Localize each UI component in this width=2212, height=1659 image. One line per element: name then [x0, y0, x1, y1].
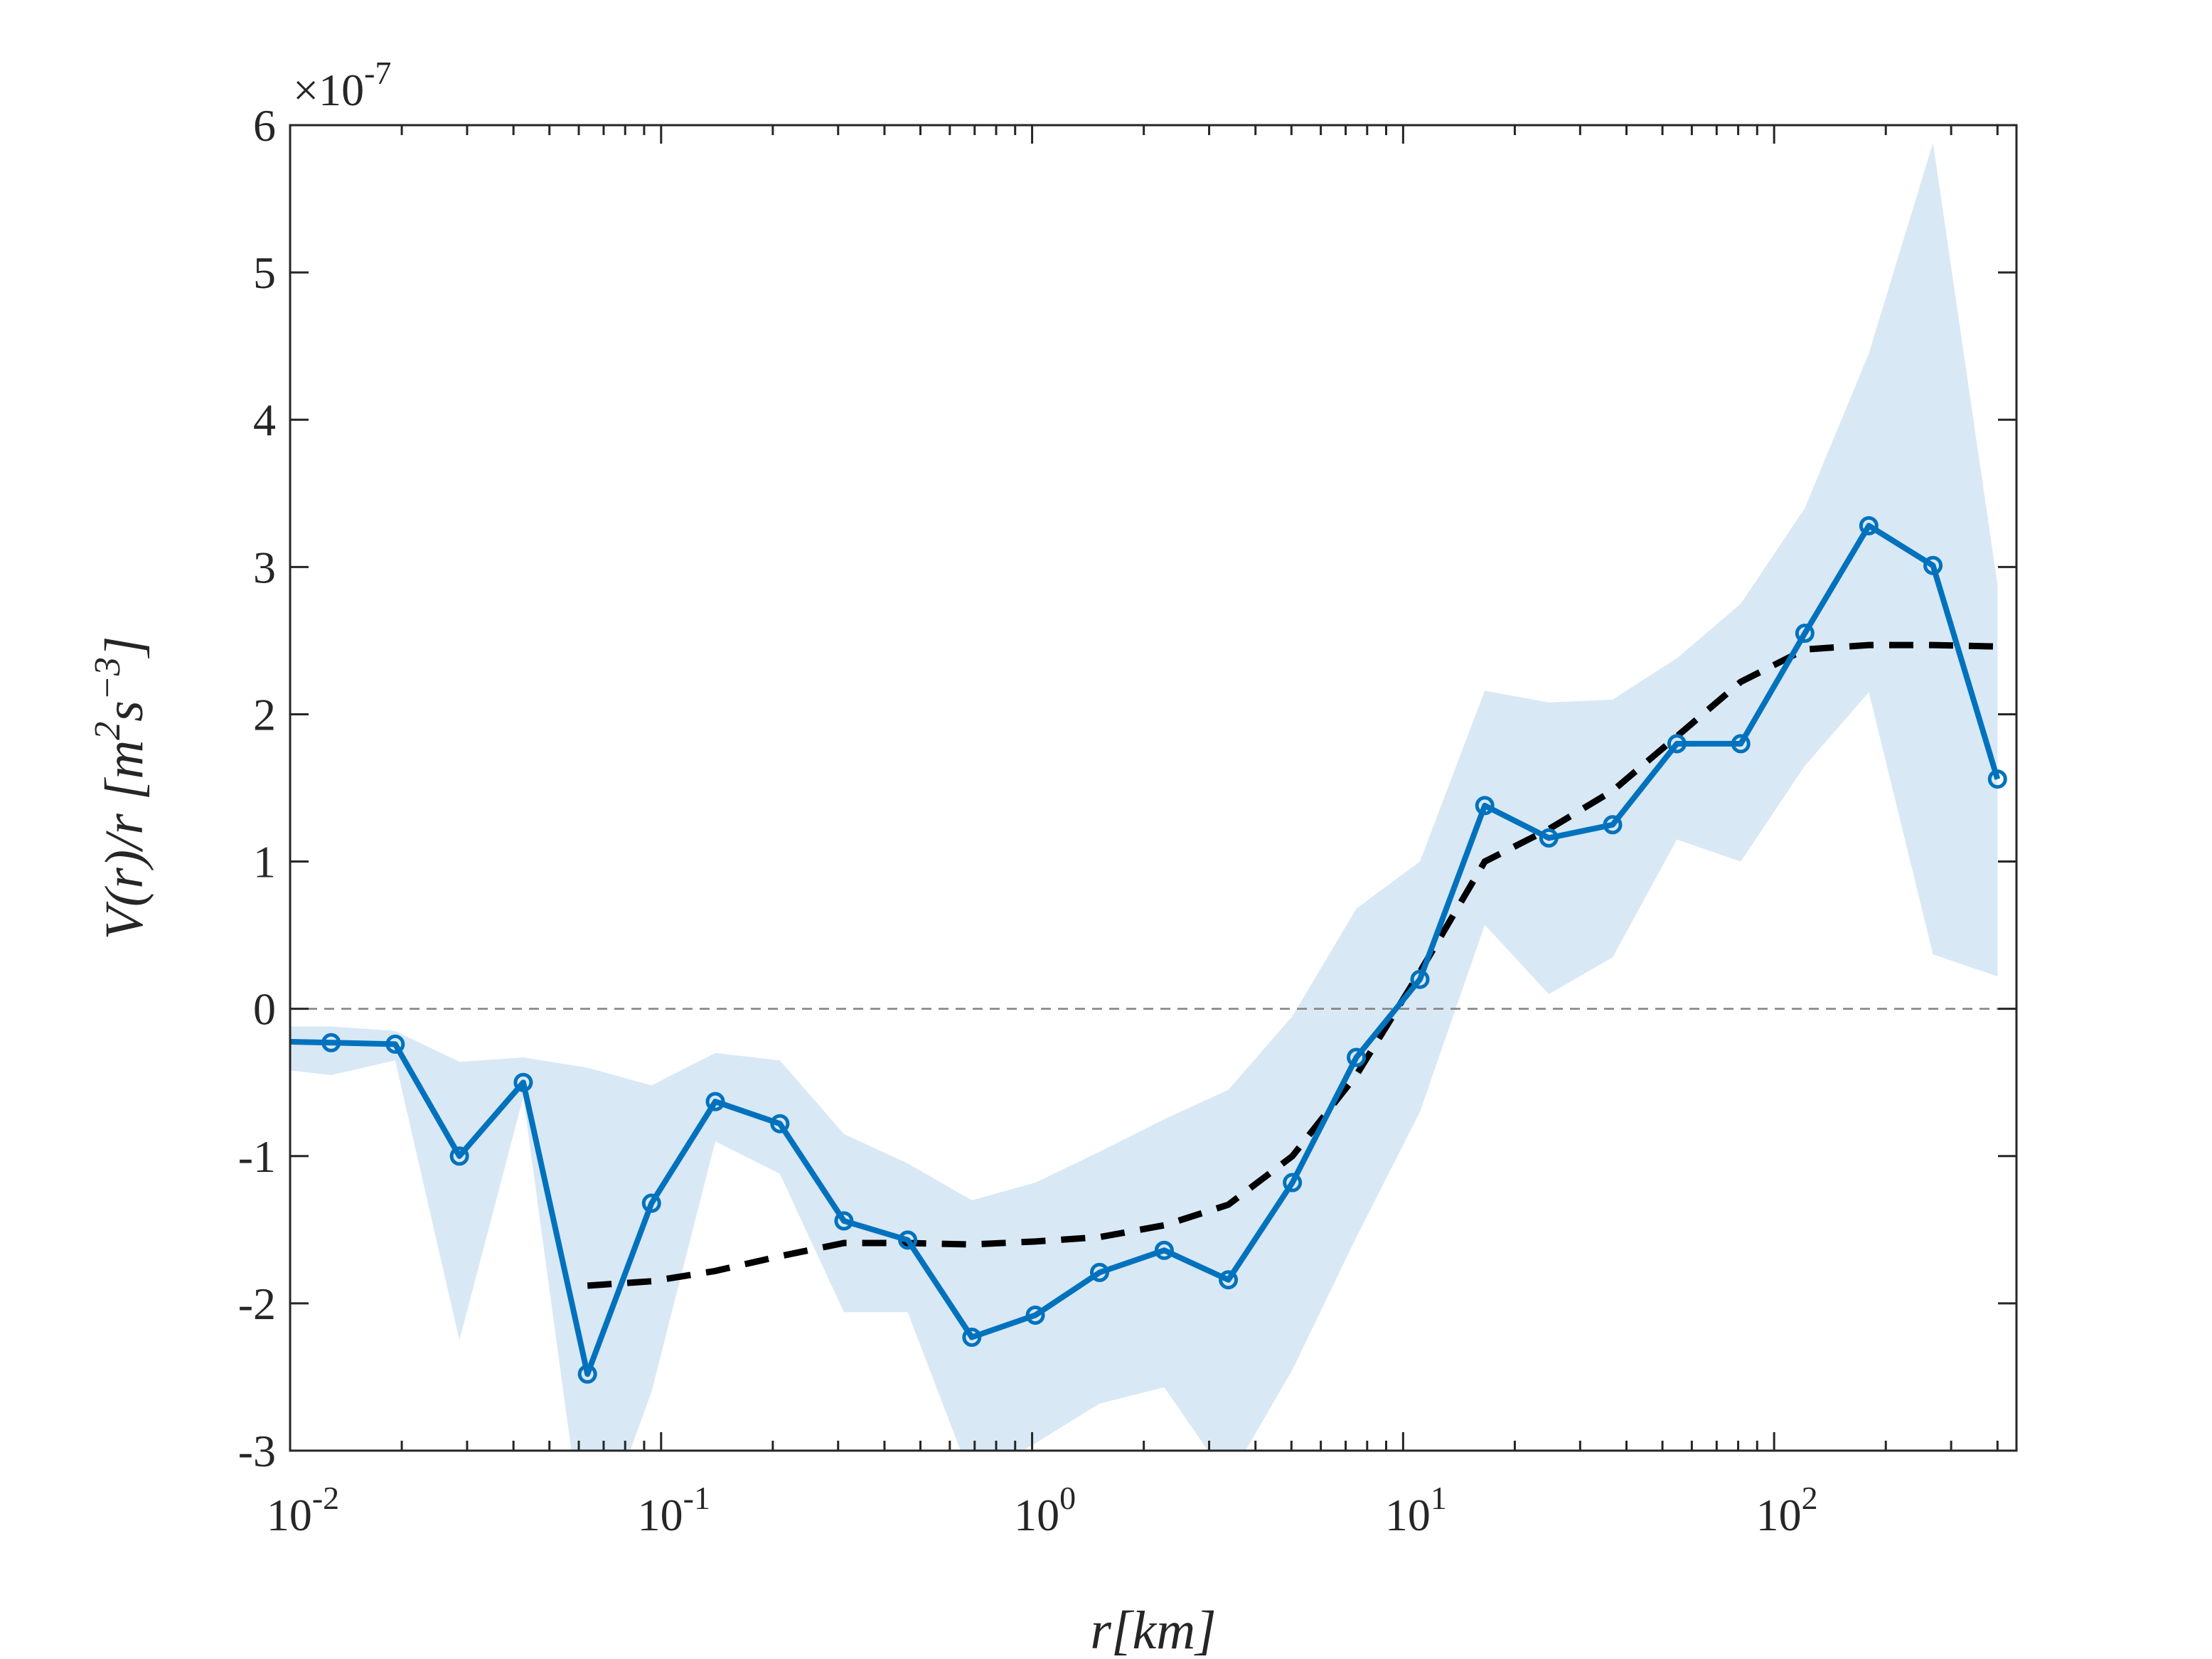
plot-frame	[289, 124, 2018, 1452]
y-tick-label: 0	[253, 984, 276, 1035]
x-tick-labels: 10-2 10-1 100 101 102	[267, 1480, 1818, 1540]
x-tick-label: 102	[1756, 1480, 1818, 1540]
data-point-marker	[1154, 1240, 1174, 1260]
data-point-marker	[513, 1072, 533, 1092]
data-point-marker	[770, 1114, 790, 1133]
data-point-marker	[1667, 734, 1687, 754]
data-point-marker	[1731, 734, 1751, 754]
data-point-marker	[1603, 815, 1623, 835]
data-point-marker	[1410, 969, 1430, 989]
data-point-marker	[1025, 1305, 1045, 1325]
plot-area	[258, 142, 2016, 1451]
y-tick-labels: -3 -2 -1 0 1 2 3 4 5 6	[238, 100, 276, 1476]
data-point-marker	[449, 1146, 469, 1166]
data-point-marker	[1347, 1047, 1367, 1067]
y-exponent-power: -7	[364, 55, 391, 91]
data-point-marker	[1089, 1262, 1109, 1282]
data-point-marker	[1219, 1270, 1239, 1290]
x-tick-label: 101	[1385, 1480, 1447, 1540]
x-axis-variable: r	[1090, 1601, 1111, 1659]
x-axis-unit: [km]	[1111, 1601, 1217, 1659]
data-point-marker	[1795, 624, 1815, 644]
y-axis-label-sup2: −3	[87, 657, 128, 700]
data-point-marker	[1923, 555, 1943, 575]
y-tick-label: 6	[253, 100, 276, 151]
data-point-marker	[385, 1034, 405, 1054]
y-exponent-label: ×10-7	[293, 55, 391, 115]
data-point-marker	[705, 1092, 725, 1111]
y-tick-label: 4	[253, 395, 276, 445]
data-point-marker	[898, 1230, 918, 1250]
y-tick-label: 2	[253, 689, 276, 740]
data-point-marker	[962, 1328, 982, 1348]
data-point-marker	[1859, 516, 1879, 535]
y-tick-label: 1	[253, 837, 276, 887]
y-tick-label: -2	[238, 1279, 276, 1329]
data-point-marker	[321, 1033, 341, 1052]
x-tick-label: 10-2	[267, 1480, 339, 1540]
data-point-marker	[1539, 828, 1559, 848]
y-axis-label-sup1: 2	[87, 722, 128, 740]
data-point-marker	[577, 1364, 597, 1384]
data-point-marker	[641, 1193, 661, 1213]
y-axis-label-suffix: ]	[95, 636, 154, 658]
data-markers	[258, 516, 2007, 1384]
y-tick-label: -3	[238, 1426, 276, 1476]
y-tick-label: 3	[253, 542, 276, 592]
data-series-line	[290, 523, 2001, 1377]
y-exponent-base: ×10	[293, 65, 364, 115]
y-axis-label: V(r)/r [m2s−3]	[87, 636, 154, 939]
data-point-marker	[258, 1033, 274, 1049]
y-tick-label: -1	[238, 1131, 276, 1182]
y-tick-label: 5	[253, 247, 276, 298]
data-point-marker	[1475, 796, 1495, 816]
axis-ticks	[289, 124, 2016, 1452]
data-point-marker	[834, 1211, 854, 1231]
fit-dashed-line	[587, 641, 1998, 1289]
x-tick-label: 100	[1014, 1480, 1076, 1540]
y-axis-label-prefix: V(r)/r [m	[95, 740, 154, 940]
data-point-marker	[1987, 769, 2007, 789]
confidence-band	[290, 142, 1998, 1451]
x-axis-label: r[km]	[1090, 1601, 1216, 1659]
data-point-marker	[1283, 1173, 1303, 1193]
x-tick-label: 10-1	[638, 1480, 710, 1540]
y-axis-label-mid: s	[95, 700, 154, 722]
